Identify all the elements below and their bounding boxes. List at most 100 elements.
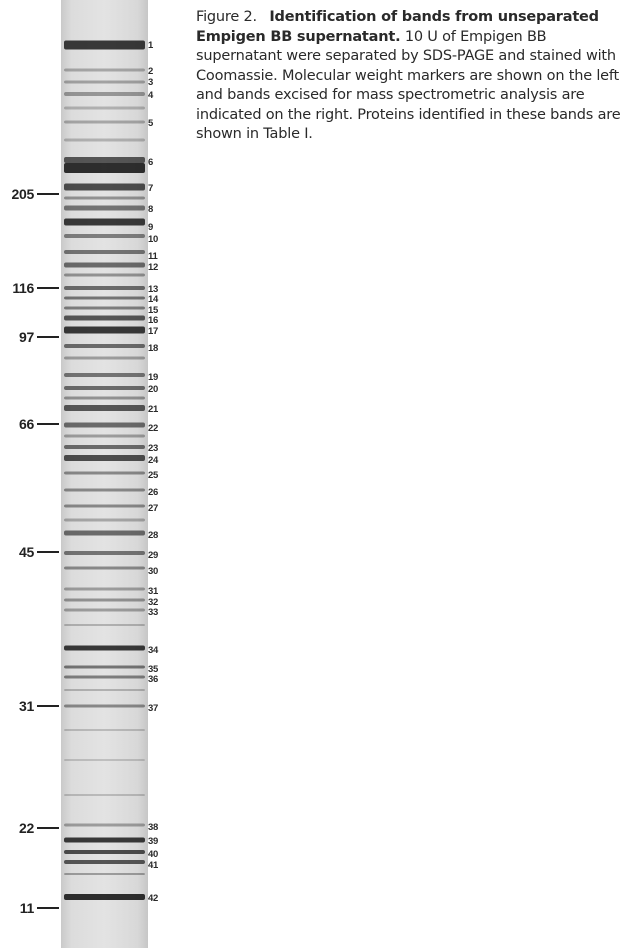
gel-band bbox=[64, 665, 145, 669]
gel-band bbox=[64, 587, 145, 591]
band-label-21: 21 bbox=[148, 404, 158, 415]
gel-band bbox=[64, 373, 145, 377]
band-label-27: 27 bbox=[148, 503, 158, 514]
gel-band bbox=[64, 729, 145, 731]
gel-band bbox=[64, 218, 145, 226]
band-label-13: 13 bbox=[148, 284, 158, 295]
gel-band bbox=[64, 396, 145, 400]
band-label-4: 4 bbox=[148, 90, 153, 101]
band-label-37: 37 bbox=[148, 703, 158, 714]
gel-band bbox=[64, 598, 145, 602]
gel-band bbox=[64, 518, 145, 522]
marker-tick bbox=[37, 193, 59, 195]
gel-band bbox=[64, 315, 145, 321]
marker-label: 66 bbox=[19, 416, 34, 432]
marker-1: 205 bbox=[0, 184, 59, 204]
band-label-14: 14 bbox=[148, 294, 158, 305]
gel-band bbox=[64, 794, 145, 796]
gel-band bbox=[64, 759, 145, 761]
band-label-6: 6 bbox=[148, 157, 153, 168]
marker-tick bbox=[37, 287, 59, 289]
gel-band bbox=[64, 326, 145, 334]
figure-caption: Figure 2. Identification of bands from u… bbox=[196, 8, 636, 145]
band-label-35: 35 bbox=[148, 664, 158, 675]
marker-2: 116 bbox=[0, 278, 59, 298]
marker-tick bbox=[37, 336, 59, 338]
gel-band bbox=[64, 445, 145, 449]
gel-band bbox=[64, 273, 145, 277]
band-label-42: 42 bbox=[148, 893, 158, 904]
gel-band bbox=[64, 234, 145, 238]
band-label-17: 17 bbox=[148, 326, 158, 337]
marker-label: 31 bbox=[19, 698, 34, 714]
gel-band bbox=[64, 488, 145, 492]
band-label-31: 31 bbox=[148, 586, 158, 597]
band-label-24: 24 bbox=[148, 455, 158, 466]
band-label-11: 11 bbox=[148, 251, 158, 262]
band-label-26: 26 bbox=[148, 487, 158, 498]
marker-label: 205 bbox=[11, 186, 35, 202]
band-label-3: 3 bbox=[148, 77, 153, 88]
band-label-32: 32 bbox=[148, 597, 158, 608]
gel-band bbox=[64, 551, 145, 555]
gel-band bbox=[64, 344, 145, 348]
band-label-16: 16 bbox=[148, 315, 158, 326]
gel-band bbox=[64, 68, 145, 72]
band-label-22: 22 bbox=[148, 423, 158, 434]
gel-band bbox=[64, 386, 145, 390]
figure-label: Figure 2. bbox=[196, 9, 257, 25]
gel-band bbox=[64, 92, 145, 96]
band-label-15: 15 bbox=[148, 305, 158, 316]
marker-label: 97 bbox=[19, 329, 34, 345]
gel-band bbox=[64, 157, 145, 163]
marker-tick bbox=[37, 907, 59, 909]
gel-band bbox=[64, 196, 145, 200]
gel-band bbox=[64, 163, 145, 173]
band-label-38: 38 bbox=[148, 822, 158, 833]
band-label-2: 2 bbox=[148, 66, 153, 77]
gel-band bbox=[64, 250, 145, 254]
gel-band bbox=[64, 40, 145, 50]
gel-band bbox=[64, 306, 145, 310]
band-label-39: 39 bbox=[148, 836, 158, 847]
marker-4: 66 bbox=[0, 414, 59, 434]
gel-band bbox=[64, 405, 145, 411]
gel-band bbox=[64, 873, 145, 875]
gel-band bbox=[64, 608, 145, 612]
figure-body: 10 U of Empigen BB supernatant were sepa… bbox=[196, 28, 621, 143]
band-label-18: 18 bbox=[148, 343, 158, 354]
gel-band bbox=[64, 850, 145, 854]
gel-band bbox=[64, 860, 145, 864]
marker-3: 97 bbox=[0, 327, 59, 347]
gel-band bbox=[64, 356, 145, 360]
band-label-1: 1 bbox=[148, 40, 153, 51]
marker-7: 22 bbox=[0, 818, 59, 838]
band-label-9: 9 bbox=[148, 222, 153, 233]
band-label-10: 10 bbox=[148, 234, 158, 245]
marker-tick bbox=[37, 423, 59, 425]
marker-tick bbox=[37, 705, 59, 707]
band-label-34: 34 bbox=[148, 645, 158, 656]
band-label-8: 8 bbox=[148, 204, 153, 215]
marker-6: 31 bbox=[0, 696, 59, 716]
band-label-23: 23 bbox=[148, 443, 158, 454]
band-label-20: 20 bbox=[148, 384, 158, 395]
gel-band bbox=[64, 80, 145, 84]
gel-band bbox=[64, 286, 145, 290]
gel-band bbox=[64, 704, 145, 708]
figure-title: Identification of bands from unseparated… bbox=[196, 9, 599, 45]
band-label-41: 41 bbox=[148, 860, 158, 871]
marker-tick bbox=[37, 827, 59, 829]
band-label-36: 36 bbox=[148, 674, 158, 685]
gel-band bbox=[64, 675, 145, 679]
gel-band bbox=[64, 455, 145, 461]
marker-label: 45 bbox=[19, 544, 34, 560]
gel-band bbox=[64, 296, 145, 300]
gel-band bbox=[64, 894, 145, 900]
gel-band bbox=[64, 434, 145, 438]
band-label-5: 5 bbox=[148, 118, 153, 129]
gel-band bbox=[64, 823, 145, 827]
band-label-12: 12 bbox=[148, 262, 158, 273]
